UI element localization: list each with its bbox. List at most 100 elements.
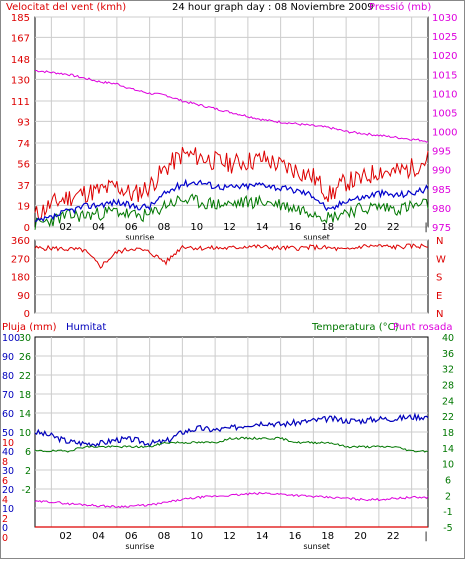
humidity-temperature-lines [34, 412, 429, 528]
temperature-y-axis-labels: 40 36 32 28 24 22 18 14 10 6 2 -1 -5 [442, 333, 454, 534]
x-tick-22: 22 [387, 222, 400, 233]
humidity-x-axis-labels: 02 04 06 08 10 12 14 16 18 20 22 | sunrise sunset [59, 531, 427, 551]
pressure-y-tick: 1020 [432, 51, 457, 62]
temp-left-y-tick: 26 [19, 352, 31, 363]
wind-direction-line [34, 243, 429, 269]
wind-y-tick: 74 [17, 139, 30, 150]
x-tick-22: 22 [387, 531, 400, 542]
sunrise-label: sunrise [125, 542, 154, 551]
temperature-y-tick: 6 [445, 476, 451, 487]
wind-y-tick: 111 [11, 97, 30, 108]
wind-y-tick: 56 [17, 159, 30, 170]
wind-speed-title: Velocitat del vent (kmh) [6, 2, 126, 13]
x-tick-08: 08 [158, 222, 171, 233]
temperature-y-tick: -1 [443, 507, 452, 518]
direction-y-tick: 360 [11, 236, 30, 247]
pressure-y-tick: 1005 [432, 108, 457, 119]
temperature-y-tick: 32 [442, 365, 454, 376]
humidity-y-tick: 30 [2, 466, 14, 477]
wind-x-axis-labels: 02 04 06 08 10 12 14 16 18 20 22 | sunrise sunset [59, 222, 427, 242]
humidity-y-tick: 60 [2, 409, 14, 420]
direction-y-tick: 180 [11, 273, 30, 284]
temperature-y-tick: 18 [442, 428, 454, 439]
temp-left-y-tick: 30 [19, 333, 31, 344]
humidity-y-tick: 10 [2, 504, 14, 515]
temp-left-y-tick: 14 [19, 409, 31, 420]
x-tick-06: 06 [125, 531, 138, 542]
sunset-label: sunset [303, 233, 330, 242]
x-tick-12: 12 [223, 222, 236, 233]
pressure-y-tick: 990 [432, 166, 451, 177]
pressure-y-tick: 995 [432, 147, 451, 158]
x-tick-16: 16 [289, 531, 302, 542]
humidity-label: Humitat [66, 322, 106, 333]
humidity-line [34, 412, 429, 448]
x-tick-18: 18 [321, 222, 334, 233]
compass-tick: N [436, 236, 443, 247]
humidity-y-tick: 70 [2, 390, 14, 401]
x-tick-08: 08 [158, 531, 171, 542]
temperature-y-tick: 24 [442, 396, 454, 407]
x-tick-14: 14 [256, 222, 269, 233]
rain-y-tick: 2 [2, 514, 8, 525]
dewpoint-line [34, 491, 429, 509]
x-tick-06: 06 [125, 222, 138, 233]
temperature-y-tick: 14 [442, 444, 454, 455]
wind-y-tick: 93 [17, 117, 30, 128]
pressure-y-tick: 1030 [432, 13, 457, 24]
pressure-y-tick: 1010 [432, 89, 457, 100]
temp-left-y-tick: 18 [19, 390, 31, 401]
sunrise-label: sunrise [125, 233, 154, 242]
x-tick-10: 10 [190, 531, 203, 542]
sunset-label: sunset [303, 542, 330, 551]
compass-tick: N [436, 309, 443, 320]
direction-y-axis-labels: 360 270 180 90 0 [11, 236, 30, 320]
direction-y-tick: 0 [24, 309, 30, 320]
x-tick-02: 02 [59, 222, 72, 233]
x-tick-04: 04 [92, 222, 105, 233]
rain-y-tick: 0 [2, 533, 8, 544]
temp-left-y-tick: 22 [19, 371, 31, 382]
humidity-panel-grid [35, 337, 428, 527]
rain-y-tick: 8 [2, 457, 8, 468]
rain-y-tick: 10 [2, 438, 14, 449]
x-tick-20: 20 [354, 531, 367, 542]
pressure-y-axis-labels: 1030 1025 1020 1015 1010 1005 1000 995 990 985 980… [432, 13, 457, 234]
rain-label: Pluja (mm) [2, 322, 57, 333]
humidity-y-tick: 80 [2, 371, 14, 382]
temp-left-y-tick: 10 [19, 428, 31, 439]
compass-tick: E [436, 291, 442, 302]
direction-y-tick: 270 [11, 254, 30, 265]
x-tick-12: 12 [223, 531, 236, 542]
temp-left-y-tick: -2 [22, 485, 31, 496]
wind-green-line [34, 193, 429, 230]
pressure-y-tick: 980 [432, 204, 451, 215]
temperature-label: Temperatura (°C) [311, 322, 399, 333]
humidity-y-tick: 50 [2, 428, 14, 439]
compass-tick: S [436, 273, 442, 284]
humidity-y-tick: 90 [2, 352, 14, 363]
temperature-y-tick: 40 [442, 333, 454, 344]
x-tick-10: 10 [190, 222, 203, 233]
pressure-y-tick: 1015 [432, 70, 457, 81]
compass-tick: W [436, 254, 446, 265]
dewpoint-label: Punt rosada [393, 322, 452, 333]
temperature-y-tick: 22 [442, 412, 454, 423]
rain-y-tick: 4 [2, 495, 8, 506]
x-tick-02: 02 [59, 531, 72, 542]
temp-left-y-tick: 6 [25, 447, 31, 458]
direction-y-tick: 90 [17, 291, 30, 302]
temperature-y-tick: 36 [442, 349, 454, 360]
temperature-y-tick: -5 [443, 523, 452, 534]
humidity-temperature-panel: 1009080706050403020100108642030262218141… [2, 333, 454, 551]
humidity-y-tick: 40 [2, 447, 14, 458]
humidity-y-tick: 0 [2, 523, 8, 534]
temperature-y-tick: 10 [442, 460, 454, 471]
wind-y-tick: 185 [11, 13, 30, 24]
humidity-y-tick: 100 [2, 333, 20, 344]
wind-panel-grid [35, 16, 428, 228]
